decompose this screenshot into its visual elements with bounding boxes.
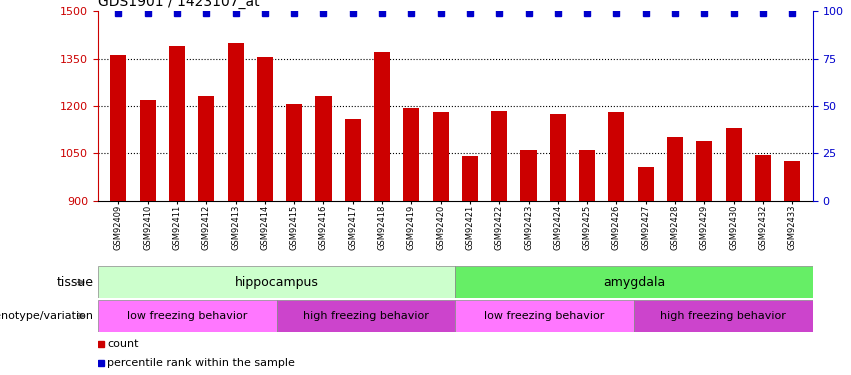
Bar xyxy=(579,150,595,201)
Text: genotype/variation: genotype/variation xyxy=(0,311,94,321)
Bar xyxy=(462,156,478,201)
Bar xyxy=(491,111,507,201)
Text: hippocampus: hippocampus xyxy=(235,276,318,289)
Bar xyxy=(455,300,634,332)
Text: low freezing behavior: low freezing behavior xyxy=(127,311,248,321)
Bar xyxy=(111,56,127,201)
Bar xyxy=(521,150,537,201)
Bar xyxy=(634,300,813,332)
Text: low freezing behavior: low freezing behavior xyxy=(484,311,605,321)
Bar xyxy=(403,108,420,201)
Bar xyxy=(432,112,448,201)
Bar xyxy=(168,46,185,201)
Text: count: count xyxy=(107,339,139,349)
Bar xyxy=(755,155,771,201)
Text: amygdala: amygdala xyxy=(603,276,665,289)
Bar xyxy=(98,300,277,332)
Bar xyxy=(98,266,455,298)
Bar xyxy=(316,96,332,201)
Bar xyxy=(198,96,214,201)
Bar xyxy=(257,57,273,201)
Text: percentile rank within the sample: percentile rank within the sample xyxy=(107,358,295,368)
Bar xyxy=(286,104,302,201)
Bar xyxy=(667,138,683,201)
Bar xyxy=(550,114,566,201)
Bar xyxy=(726,128,742,201)
Bar xyxy=(277,300,455,332)
Bar xyxy=(696,141,712,201)
Bar xyxy=(608,112,625,201)
Text: high freezing behavior: high freezing behavior xyxy=(303,311,429,321)
Bar xyxy=(784,161,800,201)
Bar xyxy=(455,266,813,298)
Bar xyxy=(637,168,654,201)
Bar xyxy=(140,100,156,201)
Bar xyxy=(345,118,361,201)
Bar xyxy=(227,43,243,201)
Text: high freezing behavior: high freezing behavior xyxy=(660,311,786,321)
Text: GDS1901 / 1423107_at: GDS1901 / 1423107_at xyxy=(98,0,260,9)
Bar xyxy=(374,52,390,201)
Text: tissue: tissue xyxy=(57,276,94,289)
